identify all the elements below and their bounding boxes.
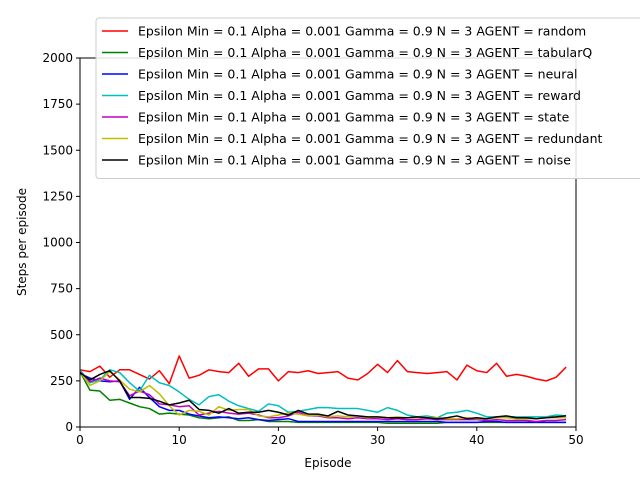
y-tick-label: 500 [50,328,73,342]
legend: Epsilon Min = 0.1 Alpha = 0.001 Gamma = … [95,17,640,179]
y-tick-label: 1500 [42,143,73,157]
y-axis-label: Steps per episode [15,188,29,296]
series-line-0 [79,355,567,385]
y-axis: 0 250 500 750 1000 1250 1500 1750 2000 [42,51,80,434]
legend-entry: Epsilon Min = 0.1 Alpha = 0.001 Gamma = … [138,88,581,103]
legend-entry: Epsilon Min = 0.1 Alpha = 0.001 Gamma = … [138,24,586,39]
legend-box [95,17,640,179]
series-line-2 [79,372,567,424]
series-line-1 [79,371,567,425]
y-tick-label: 2000 [42,51,73,65]
series-line-3 [79,369,567,419]
legend-entry: Epsilon Min = 0.1 Alpha = 0.001 Gamma = … [138,67,577,82]
x-axis-label: Episode [304,456,351,470]
y-tick-label: 0 [65,420,73,434]
series-line-4 [79,371,567,423]
x-tick-label: 20 [271,433,286,447]
series-lines [79,355,567,425]
legend-entry: Epsilon Min = 0.1 Alpha = 0.001 Gamma = … [138,153,571,168]
y-tick-label: 250 [50,374,73,388]
x-tick-label: 50 [568,433,583,447]
legend-entry: Epsilon Min = 0.1 Alpha = 0.001 Gamma = … [138,45,592,60]
x-tick-label: 40 [469,433,484,447]
legend-entry: Epsilon Min = 0.1 Alpha = 0.001 Gamma = … [138,110,570,125]
x-tick-label: 0 [76,433,84,447]
y-tick-label: 1750 [42,97,73,111]
y-tick-label: 750 [50,282,73,296]
x-tick-label: 30 [370,433,385,447]
y-tick-label: 1250 [42,189,73,203]
x-tick-label: 10 [172,433,187,447]
x-axis: 0 10 20 30 40 50 [76,427,584,447]
y-tick-label: 1000 [42,236,73,250]
series-line-6 [79,369,567,420]
legend-entry: Epsilon Min = 0.1 Alpha = 0.001 Gamma = … [138,131,603,146]
